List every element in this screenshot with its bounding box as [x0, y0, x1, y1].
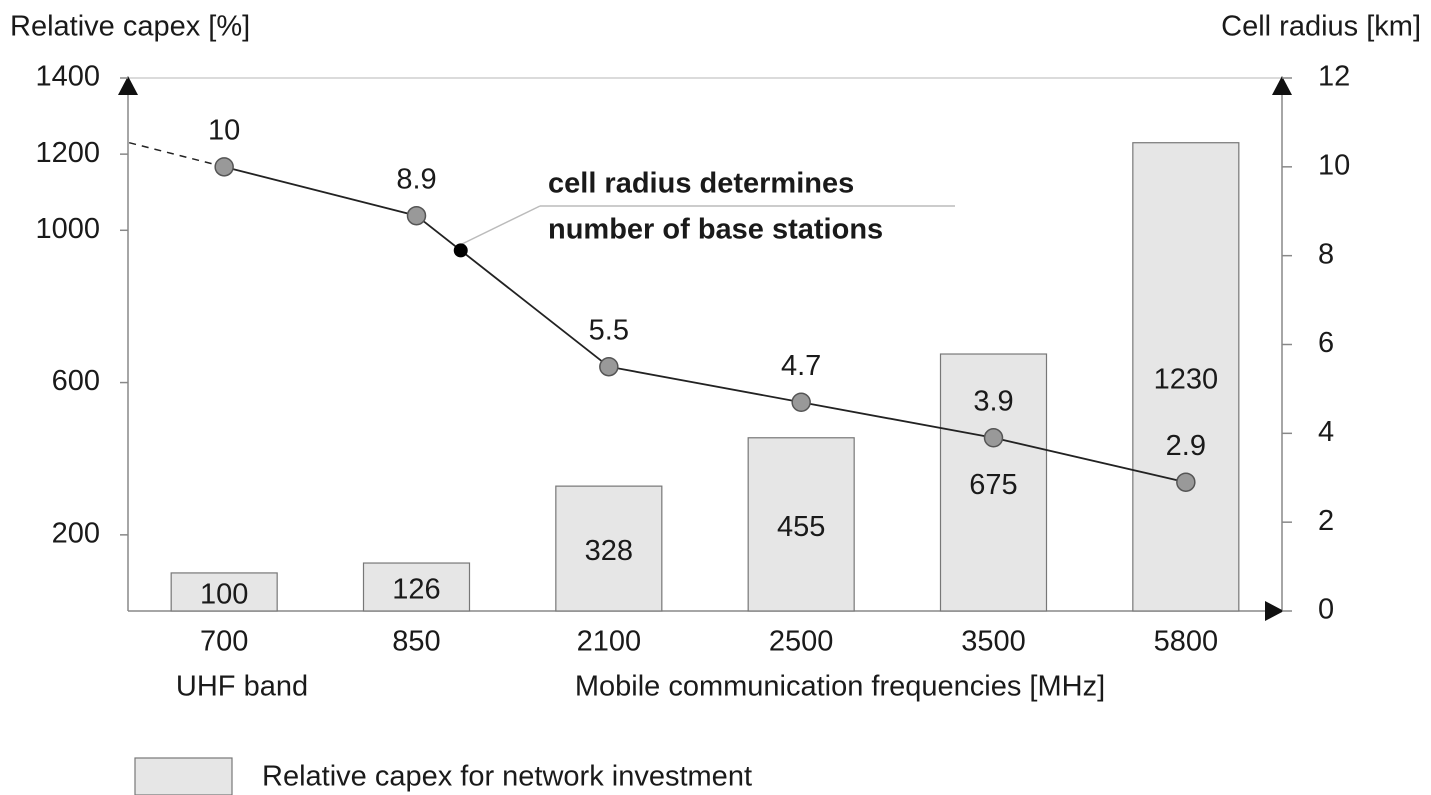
- x-tick-label: 3500: [961, 626, 1026, 658]
- line-point: [983, 428, 1004, 448]
- x-axis-title: Mobile communication frequencies [MHz]: [575, 671, 1105, 703]
- legend-swatch: [134, 757, 233, 795]
- annotation: number of base stations: [548, 214, 883, 246]
- bar: [170, 572, 278, 612]
- y2-tick-label: 8: [1318, 238, 1334, 270]
- line-value-label: 8.9: [396, 163, 436, 195]
- line-point: [1176, 472, 1196, 492]
- line-point: [791, 392, 811, 412]
- y2-tick-label: 2: [1318, 505, 1334, 537]
- y2-tick-label: 10: [1318, 149, 1350, 181]
- y2-axis-title: Cell radius [km]: [1221, 11, 1421, 43]
- y2-tick-label: 6: [1318, 327, 1334, 359]
- x-axis-arrow: [1265, 601, 1284, 621]
- line-value-label: 5.5: [589, 314, 629, 346]
- y2-axis-arrow: [1272, 76, 1292, 95]
- bar-value-label: 675: [969, 469, 1017, 501]
- bar-value-label: 1230: [1154, 364, 1219, 396]
- y-tick-label: 200: [52, 518, 100, 550]
- x-tick-label: 700: [200, 626, 248, 658]
- y-axis-arrow: [118, 76, 138, 95]
- legend-label: Relative capex for network investment: [262, 761, 752, 793]
- x-tick-label: 2500: [769, 626, 834, 658]
- bar: [1132, 142, 1240, 612]
- y-tick-label: 600: [52, 365, 100, 397]
- line: [223, 165, 1187, 484]
- bar: [747, 437, 855, 612]
- bar: [362, 562, 471, 612]
- line-value-label: 2.9: [1166, 430, 1206, 462]
- x-tick-label: 850: [392, 626, 440, 658]
- x-group-label: UHF band: [176, 671, 308, 703]
- line-extension: [127, 141, 225, 168]
- bar-value-label: 328: [585, 535, 633, 567]
- bar: [555, 485, 663, 612]
- line-value-label: 4.7: [781, 350, 821, 382]
- y2-tick-label: 4: [1318, 416, 1334, 448]
- x-tick-label: 2100: [577, 626, 642, 658]
- bar: [939, 353, 1048, 612]
- y-tick-label: 1400: [35, 61, 100, 93]
- line-point: [214, 157, 234, 177]
- y2-tick-label: 12: [1318, 61, 1350, 93]
- y-tick-label: 1200: [35, 137, 100, 169]
- line-point: [599, 356, 619, 377]
- y2-tick-label: 0: [1318, 594, 1334, 626]
- line-value-label: 10: [208, 114, 240, 146]
- x-tick-label: 5800: [1154, 626, 1219, 658]
- line-point: [406, 205, 427, 226]
- bar-value-label: 126: [392, 574, 440, 606]
- annotation-leader: [461, 205, 541, 245]
- y-tick-label: 1000: [35, 213, 100, 245]
- line-value-label: 3.9: [973, 385, 1013, 417]
- annotation: cell radius determines: [548, 168, 854, 200]
- y-axis-title: Relative capex [%]: [10, 11, 250, 43]
- bar-value-label: 100: [200, 579, 248, 611]
- bar-value-label: 455: [777, 511, 825, 543]
- annotation-point: [453, 243, 468, 258]
